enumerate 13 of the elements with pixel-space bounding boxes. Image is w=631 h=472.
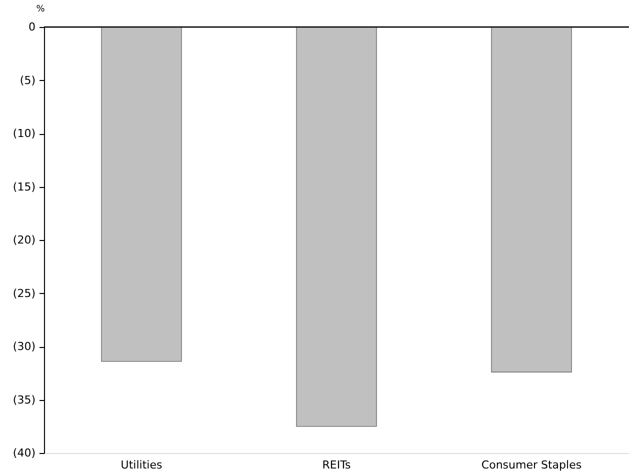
y-tick-label: (15) xyxy=(12,180,36,194)
y-tick-label: (30) xyxy=(12,340,36,353)
y-tick-label: (25) xyxy=(12,286,36,300)
x-tick-label: Consumer Staples xyxy=(481,458,582,472)
y-axis-title: % xyxy=(36,4,46,14)
y-tick-label: 0 xyxy=(28,20,36,34)
y-tick-label: (10) xyxy=(12,127,36,140)
x-tick-label: REITs xyxy=(322,458,351,472)
y-tick-label: (5) xyxy=(20,74,36,87)
y-tick-label: (40) xyxy=(12,446,36,460)
y-tick-label: (35) xyxy=(12,393,36,406)
y-tick-label: (20) xyxy=(12,234,36,246)
x-tick-label: Utilities xyxy=(120,458,162,472)
